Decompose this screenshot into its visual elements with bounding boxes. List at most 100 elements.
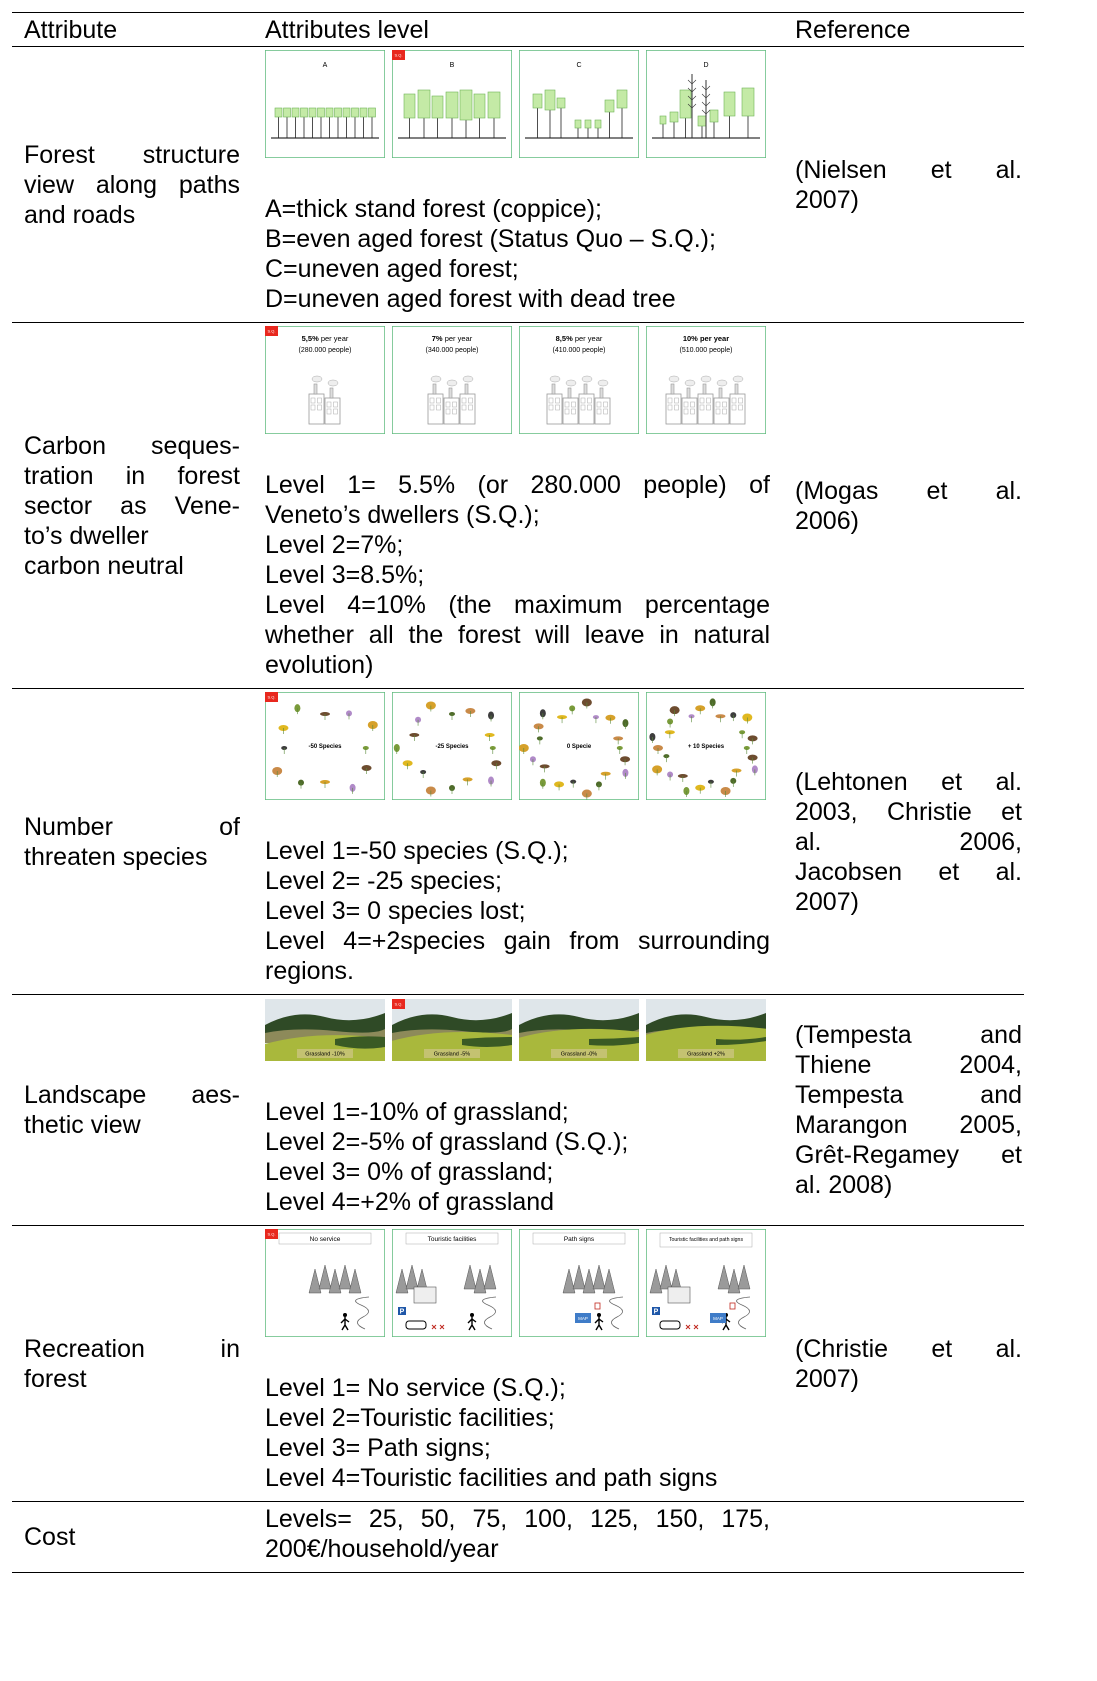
header-level: Attributes level xyxy=(265,16,429,44)
level-image: Grassland -5% S.Q. xyxy=(392,999,512,1061)
title-box xyxy=(532,1232,626,1245)
text-line: thetic view xyxy=(24,1111,141,1139)
map-board xyxy=(575,1313,591,1323)
header-attribute: Attribute xyxy=(24,16,118,44)
tree xyxy=(405,1264,419,1290)
people-caption: (510.000 people) xyxy=(680,347,733,354)
level-cell: A B S.Q. C D A=thick stand forest (coppice); B… xyxy=(265,47,795,323)
tree xyxy=(318,1264,332,1290)
text-line: 200€/household/year xyxy=(265,1535,499,1563)
service-caption: Touristic facilities xyxy=(428,1236,478,1243)
smoke xyxy=(597,379,609,387)
text-line: Levels= 25, 50, 75, 100, 125, 150, 175, xyxy=(265,1505,770,1533)
smoke xyxy=(684,379,696,387)
text-line: Recreation in xyxy=(24,1334,240,1363)
image-background xyxy=(519,692,639,800)
species-icon xyxy=(488,711,495,720)
window xyxy=(738,404,743,411)
species-icon xyxy=(554,781,565,788)
sq-badge xyxy=(392,999,405,1009)
level-image: -50 Species S.Q. xyxy=(265,692,385,800)
text-line: Level 3=8.5%; xyxy=(265,561,425,589)
species-icon xyxy=(402,760,413,767)
species-icon xyxy=(730,712,737,719)
sign-post xyxy=(594,1302,601,1310)
window xyxy=(571,408,576,415)
sq-label: S.Q. xyxy=(267,329,275,334)
species-icon xyxy=(731,768,742,773)
crown xyxy=(403,93,416,119)
title-box xyxy=(405,1232,499,1245)
species-icon xyxy=(739,730,746,735)
text-line: view along paths xyxy=(24,170,240,199)
tree xyxy=(582,1268,596,1294)
window xyxy=(333,401,338,408)
level-caption: 7% per year xyxy=(432,334,473,343)
level-image: D xyxy=(646,50,766,158)
window xyxy=(333,408,338,415)
text-line: Level 4=10% (the maximum percentage xyxy=(265,591,770,619)
species-icon xyxy=(581,698,592,707)
reference-cell: (Tempesta and Thiene 2004, Tempesta and Mar… xyxy=(795,995,1024,1226)
level-image: + 10 Species xyxy=(646,692,766,800)
forest-patch xyxy=(716,1037,766,1045)
image-strip: 5,5% per year (280.000 people) S.Q. 7% per … xyxy=(265,326,770,434)
meadow xyxy=(519,1028,639,1061)
hiker-head xyxy=(597,1313,601,1317)
text-line: Level 2=7%; xyxy=(265,531,404,559)
window xyxy=(580,404,586,411)
caption-text: per year xyxy=(321,334,349,343)
crown xyxy=(616,89,628,109)
crown xyxy=(594,119,602,129)
window xyxy=(731,397,737,404)
window xyxy=(445,401,451,408)
text-line: Marangon 2005, xyxy=(795,1111,1022,1139)
text-line: Level 2=-5% of grassland (S.Q.); xyxy=(265,1128,629,1156)
window xyxy=(326,401,332,408)
text-line: Level 3= Path signs; xyxy=(265,1434,491,1462)
species-icon xyxy=(298,779,304,786)
tree xyxy=(338,1264,352,1290)
text-line: Landscape aes- xyxy=(24,1081,240,1109)
image-strip: No service S.Q. Touristic facilities P Path … xyxy=(265,1229,770,1337)
crown xyxy=(359,107,368,118)
caption-text: per year xyxy=(445,334,473,343)
level-text: A=thick stand forest (coppice); B=even ag… xyxy=(265,194,770,322)
level-image: Grassland -0% xyxy=(519,999,639,1061)
window xyxy=(555,404,560,411)
chimney xyxy=(448,387,453,399)
crown xyxy=(697,115,707,127)
reference-cell: (Lehtonen et al. 2003, Christie et al. 200… xyxy=(795,689,1024,995)
text-line: Level 4=Touristic facilities and path si… xyxy=(265,1464,718,1492)
window xyxy=(674,404,679,411)
image-strip: Grassland -10% Grassland -5% S.Q. Grassland… xyxy=(265,999,770,1061)
caption-bold: 8,5% xyxy=(556,334,573,343)
crown xyxy=(574,119,582,129)
text-line: (Christie et al. xyxy=(795,1334,1022,1363)
crown xyxy=(308,107,317,118)
window xyxy=(452,408,457,415)
window xyxy=(596,408,602,415)
level-image: 0 Specie xyxy=(519,692,639,800)
chimney xyxy=(464,383,469,395)
tree xyxy=(328,1268,342,1294)
reference-cell: (Mogas et al. 2006) xyxy=(795,323,1024,689)
text-line: and roads xyxy=(24,200,136,229)
sq-badge xyxy=(265,1229,278,1239)
species-icon xyxy=(425,701,436,710)
window xyxy=(715,401,721,408)
window xyxy=(603,401,608,408)
image-label: A xyxy=(323,62,328,69)
window xyxy=(738,397,743,404)
text-line: Jacobsen et al. xyxy=(795,857,1022,886)
tree xyxy=(463,1264,477,1290)
window xyxy=(699,397,705,404)
text-line: al. 2006, xyxy=(795,827,1022,856)
text-line: threaten species xyxy=(24,842,208,871)
level-caption: 10% per year xyxy=(683,334,729,343)
window xyxy=(564,408,570,415)
chimney xyxy=(329,387,334,399)
forest-patch xyxy=(589,1037,639,1046)
sq-badge xyxy=(392,50,405,60)
